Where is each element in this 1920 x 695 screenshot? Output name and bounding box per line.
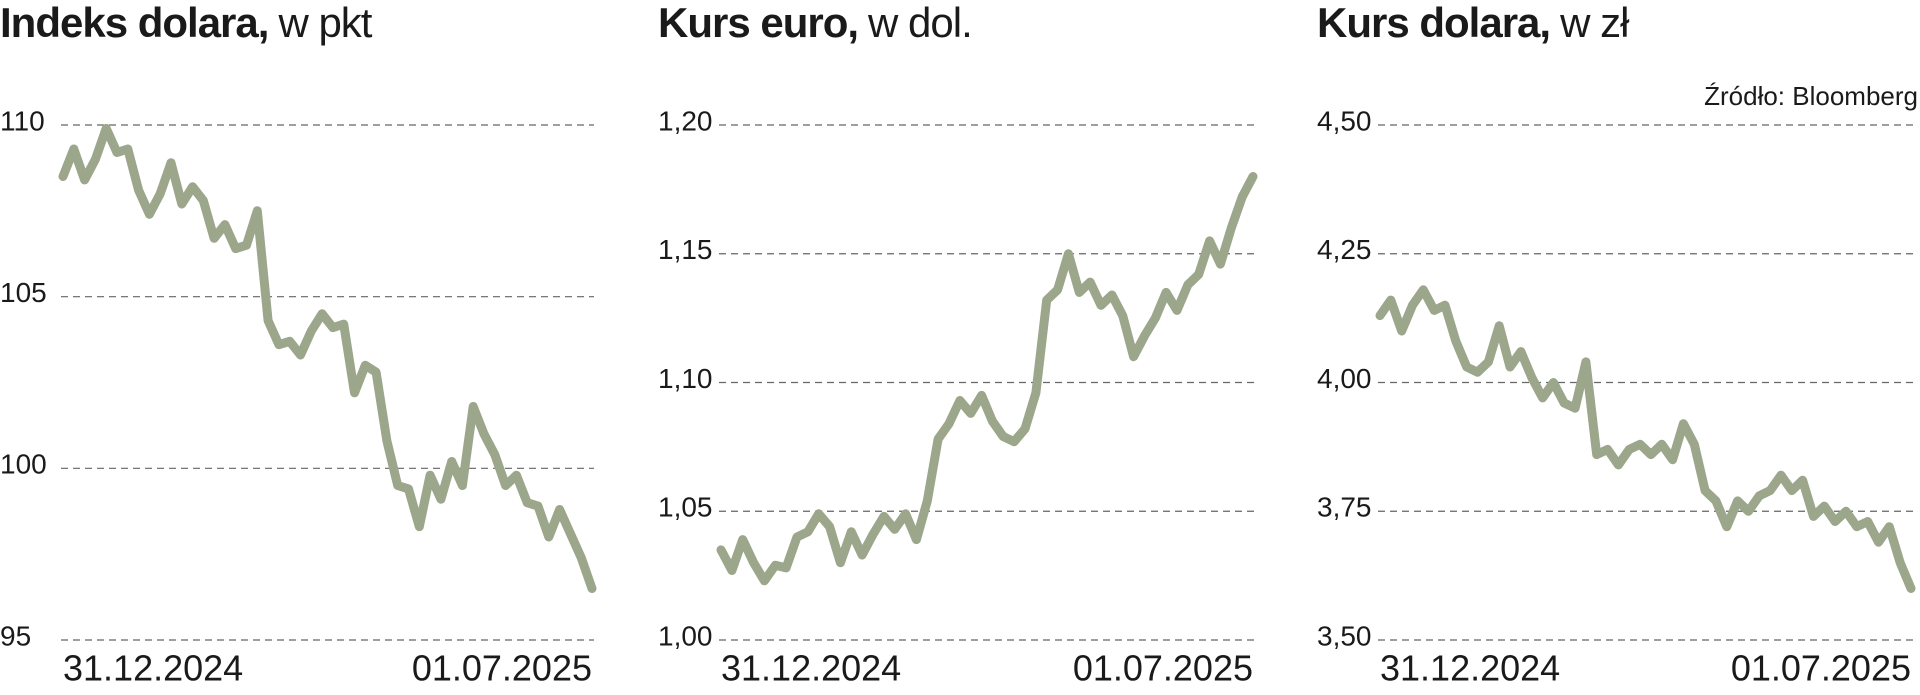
y-tick-label: 4,00	[1317, 363, 1372, 394]
title-main: Indeks dolara,	[0, 0, 268, 46]
y-tick-label: 100	[0, 449, 47, 480]
title-main: Kurs euro,	[658, 0, 858, 46]
source: Źródło: Bloomberg	[1704, 81, 1918, 111]
x-tick-label: 01.07.2025	[1073, 648, 1253, 689]
x-tick-label: 31.12.2024	[63, 648, 243, 689]
x-tick-label: 31.12.2024	[721, 648, 901, 689]
x-tick-label: 31.12.2024	[1380, 648, 1560, 689]
data-line	[1375, 285, 1916, 593]
y-tick-label: 1,05	[658, 492, 713, 523]
y-tick-label: 1,00	[658, 620, 713, 651]
x-tick-label: 01.07.2025	[1731, 648, 1911, 689]
chart-title: Kurs dolara, w zł	[1317, 0, 1630, 46]
y-tick-label: 1,15	[658, 234, 713, 265]
y-tick-label: 4,50	[1317, 105, 1372, 136]
title-unit: w dol.	[867, 0, 972, 46]
data-line	[58, 123, 597, 593]
title-unit: w zł	[1559, 0, 1630, 46]
y-tick-label: 105	[0, 277, 47, 308]
y-tick-label: 1,20	[658, 105, 713, 136]
chart-title: Kurs euro, w dol.	[658, 0, 972, 46]
y-tick-label: 110	[0, 105, 45, 136]
y-tick-label: 3,75	[1317, 492, 1372, 523]
y-tick-label: 95	[0, 620, 31, 651]
y-tick-label: 3,50	[1317, 620, 1372, 651]
data-line	[716, 172, 1258, 586]
chart-title: Indeks dolara, w pkt	[0, 0, 373, 46]
title-main: Kurs dolara,	[1317, 0, 1550, 46]
x-tick-label: 01.07.2025	[412, 648, 592, 689]
y-tick-label: 1,10	[658, 363, 713, 394]
y-tick-label: 4,25	[1317, 234, 1372, 265]
title-unit: w pkt	[277, 0, 372, 46]
